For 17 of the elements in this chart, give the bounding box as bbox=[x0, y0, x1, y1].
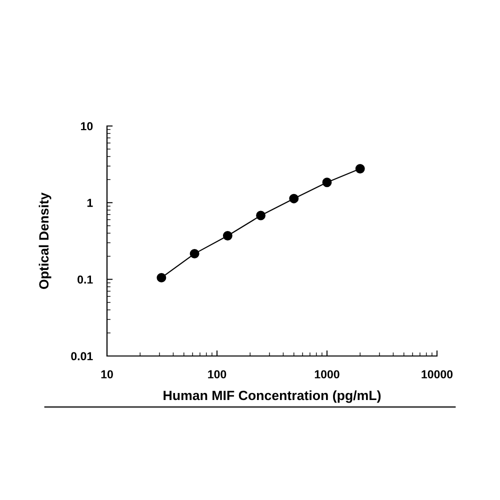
point bbox=[322, 178, 332, 188]
x-tick-label: 1000 bbox=[314, 370, 340, 378]
point bbox=[289, 194, 299, 204]
x-axis-title: Human MIF Concentration (pg/mL) bbox=[164, 390, 381, 403]
point bbox=[156, 272, 166, 282]
x-tick-label: 10 bbox=[101, 370, 113, 378]
point bbox=[190, 248, 200, 258]
y-tick-label: 0.01 bbox=[71, 352, 93, 360]
y-tick-label: 10 bbox=[81, 122, 93, 130]
y-tick-label: 1 bbox=[87, 198, 93, 207]
y-tick-label: 0.1 bbox=[78, 275, 93, 284]
y-axis-title: Optical Density bbox=[38, 192, 52, 289]
point bbox=[256, 210, 266, 220]
point bbox=[222, 231, 232, 240]
point bbox=[355, 164, 365, 174]
x-tick-label: 100 bbox=[208, 370, 226, 378]
x-tick-label: 10000 bbox=[422, 370, 453, 378]
